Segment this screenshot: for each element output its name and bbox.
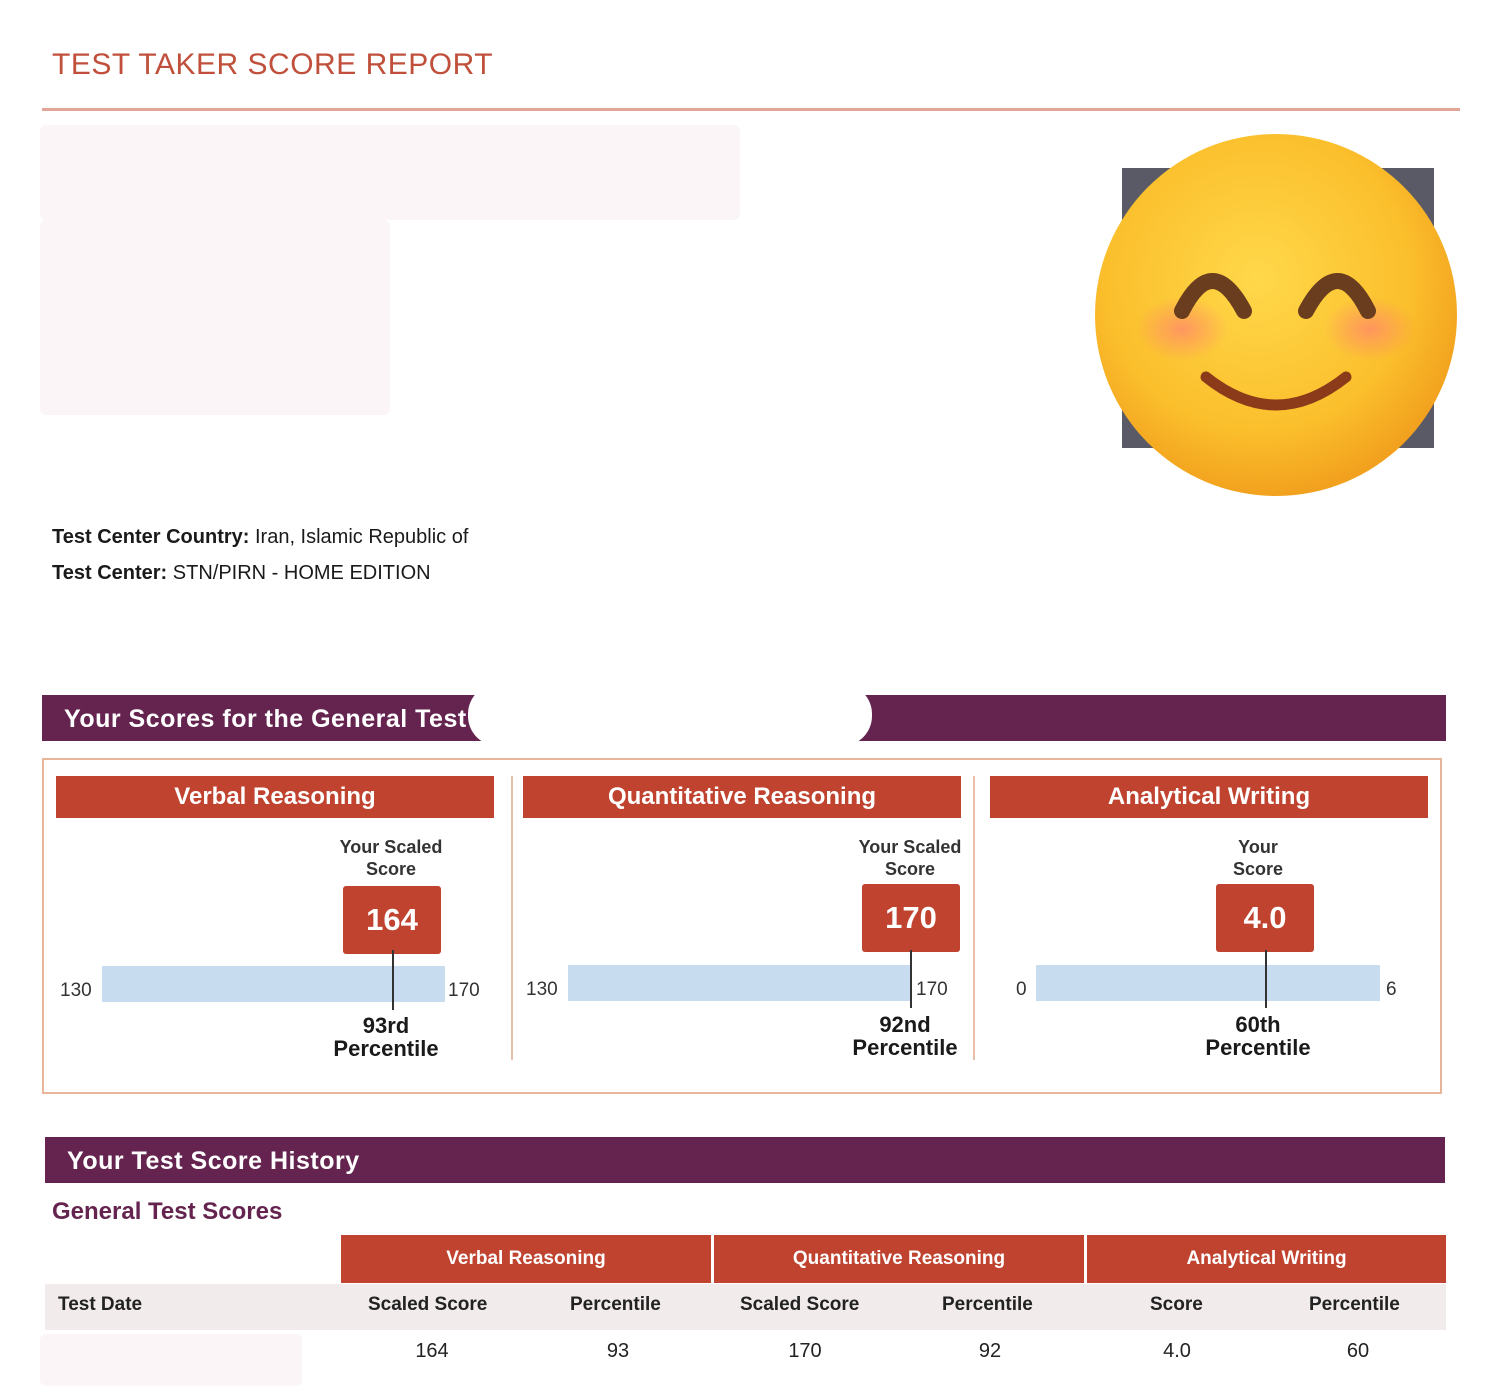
writing-range-min: 0 <box>1016 979 1027 1000</box>
column-divider <box>511 776 513 1060</box>
verbal-score-marker <box>392 950 394 1010</box>
test-center: Test Center: STN/PIRN - HOME EDITION <box>52 562 431 585</box>
writing-score-box: 4.0 <box>1216 884 1314 952</box>
redacted-test-date-cell <box>40 1334 302 1386</box>
history-writing-percentile: 60 <box>1346 1340 1370 1362</box>
test-center-country-label: Test Center Country: <box>52 526 250 548</box>
quant-range-max: 170 <box>916 979 948 1000</box>
writing-percentile: 60th Percentile <box>1205 1012 1311 1060</box>
test-center-value: STN/PIRN - HOME EDITION <box>172 562 431 584</box>
history-verbal-header: Verbal Reasoning <box>341 1235 711 1283</box>
history-verbal-scaled: 164 <box>415 1340 449 1362</box>
title-divider <box>42 108 1460 111</box>
smiling-face-icon <box>1095 134 1457 496</box>
quant-section-header: Quantitative Reasoning <box>523 776 961 818</box>
test-center-label: Test Center: <box>52 562 168 584</box>
col-writing-score: Score <box>1150 1294 1203 1315</box>
quant-score-box: 170 <box>862 884 960 952</box>
scores-heading: Your Scores for the General Test <box>64 705 467 733</box>
writing-score-bar <box>1036 965 1380 1001</box>
redacted-info <box>40 125 740 220</box>
verbal-score-box: 164 <box>343 886 441 954</box>
history-heading-band: Your Test Score History <box>45 1137 1445 1183</box>
history-column-header-row <box>45 1284 1446 1330</box>
verbal-range-max: 170 <box>448 980 480 1001</box>
history-writing-header: Analytical Writing <box>1087 1235 1446 1283</box>
verbal-score-caption: Your Scaled Score <box>339 837 443 879</box>
verbal-score-bar <box>102 966 445 1002</box>
column-divider <box>973 776 975 1060</box>
writing-range-max: 6 <box>1386 979 1397 1000</box>
col-verbal-percentile: Percentile <box>570 1294 661 1315</box>
quant-score-caption: Your Scaled Score <box>858 837 962 879</box>
redacted-test-date <box>468 684 872 746</box>
quant-percentile: 92nd Percentile <box>852 1012 958 1060</box>
quant-score-marker <box>910 950 912 1008</box>
col-quant-scaled: Scaled Score <box>740 1294 860 1315</box>
history-quant-header: Quantitative Reasoning <box>714 1235 1084 1283</box>
test-center-country: Test Center Country: Iran, Islamic Repub… <box>52 526 468 549</box>
col-verbal-scaled: Scaled Score <box>368 1294 488 1315</box>
verbal-percentile: 93rd Percentile <box>333 1013 439 1061</box>
redacted-info <box>40 220 390 415</box>
test-center-country-value: Iran, Islamic Republic of <box>254 526 469 548</box>
history-writing-score: 4.0 <box>1163 1340 1191 1362</box>
verbal-range-min: 130 <box>60 980 92 1001</box>
history-verbal-percentile: 93 <box>606 1340 630 1362</box>
col-quant-percentile: Percentile <box>942 1294 1033 1315</box>
verbal-section-header: Verbal Reasoning <box>56 776 494 818</box>
writing-section-header: Analytical Writing <box>990 776 1428 818</box>
col-test-date: Test Date <box>58 1294 143 1315</box>
col-writing-percentile: Percentile <box>1309 1294 1400 1315</box>
quant-range-min: 130 <box>526 979 558 1000</box>
writing-score-caption: Your Score <box>1232 837 1284 879</box>
writing-score-marker <box>1265 950 1267 1008</box>
history-heading: Your Test Score History <box>67 1147 360 1175</box>
scores-panel <box>42 758 1442 1094</box>
report-title: TEST TAKER SCORE REPORT <box>52 48 494 81</box>
history-subheading: General Test Scores <box>52 1198 283 1225</box>
history-quant-percentile: 92 <box>978 1340 1002 1362</box>
history-quant-scaled: 170 <box>788 1340 822 1362</box>
quant-score-bar <box>568 965 911 1001</box>
